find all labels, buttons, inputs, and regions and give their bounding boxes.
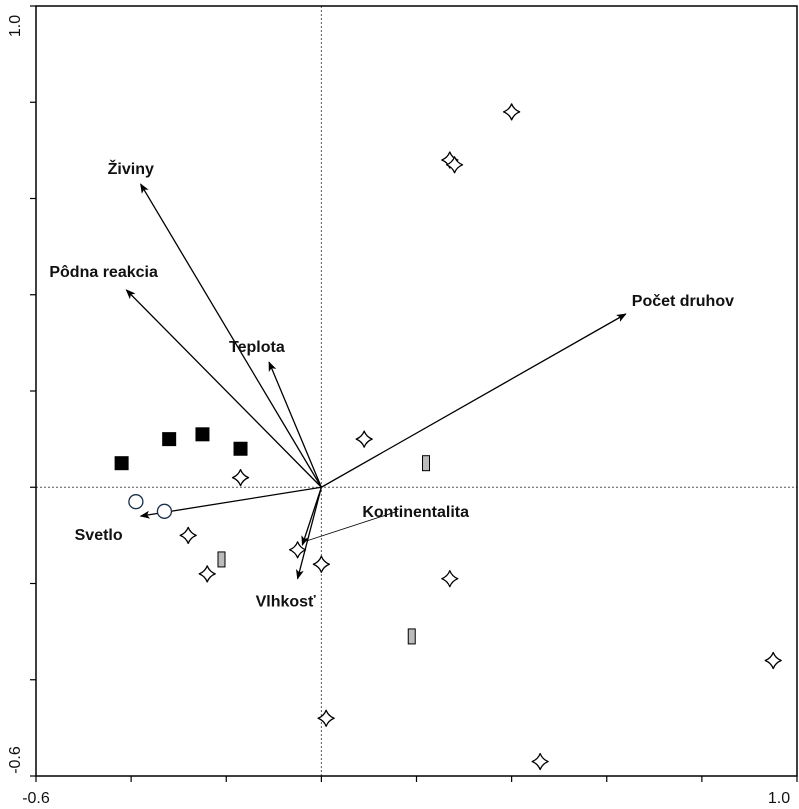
vector-arrow [301,487,322,546]
x-tick-min-label: -0.6 [22,790,50,807]
star-point [764,651,782,670]
plot-frame [35,5,798,777]
star-point [355,430,373,448]
vector-label-vlhkost: Vlhkosť [256,594,316,611]
kontinentalita-leader-line [306,510,398,542]
star-point [312,555,331,573]
vector-arrow [268,361,322,488]
vector-arrow [321,313,627,488]
vector-label-pocet-druhov: Počet druhov [632,293,734,310]
x-tick-max-label: 1.0 [768,790,790,807]
axis-ticks [30,5,798,782]
star-point [317,709,335,727]
vector-arrow [140,183,322,488]
plot-border [35,5,798,777]
star-point [288,541,307,559]
star-point [445,156,464,174]
star-point [441,570,459,588]
filled-square-point [114,456,129,471]
sample-points [114,103,782,771]
star-point [179,526,197,545]
filled-square-point [195,427,210,442]
vector-label-ziviny: Živiny [108,159,154,178]
filled-square-point [233,441,248,456]
y-tick-max-label: 1.0 [7,15,24,37]
star-point [231,468,250,487]
gray-bar-point [407,628,416,645]
y-tick-min-label: -0.6 [7,746,24,774]
star-point [502,103,521,121]
vector-label-podna-reakcia: Pôdna reakcia [49,264,158,281]
gray-bar-point [422,455,431,472]
vector-label-teplota: Teplota [229,339,285,356]
star-point [198,565,216,583]
open-circle-point [156,503,173,519]
star-point [531,752,549,771]
vector-label-kontinentalita: Kontinentalita [362,504,469,521]
open-circle-point [128,494,144,510]
vector-label-svetlo: Svetlo [75,527,123,544]
vector-arrow [125,289,322,488]
filled-square-point [162,432,177,447]
zero-lines [36,6,797,776]
vector-arrow [295,487,323,580]
gray-bar-point [217,551,226,568]
